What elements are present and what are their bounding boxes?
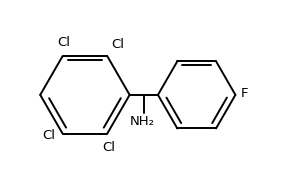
Text: F: F	[241, 88, 248, 100]
Text: Cl: Cl	[58, 36, 71, 49]
Text: Cl: Cl	[112, 38, 125, 51]
Text: Cl: Cl	[42, 129, 55, 142]
Text: Cl: Cl	[102, 141, 115, 154]
Text: NH₂: NH₂	[130, 115, 155, 128]
